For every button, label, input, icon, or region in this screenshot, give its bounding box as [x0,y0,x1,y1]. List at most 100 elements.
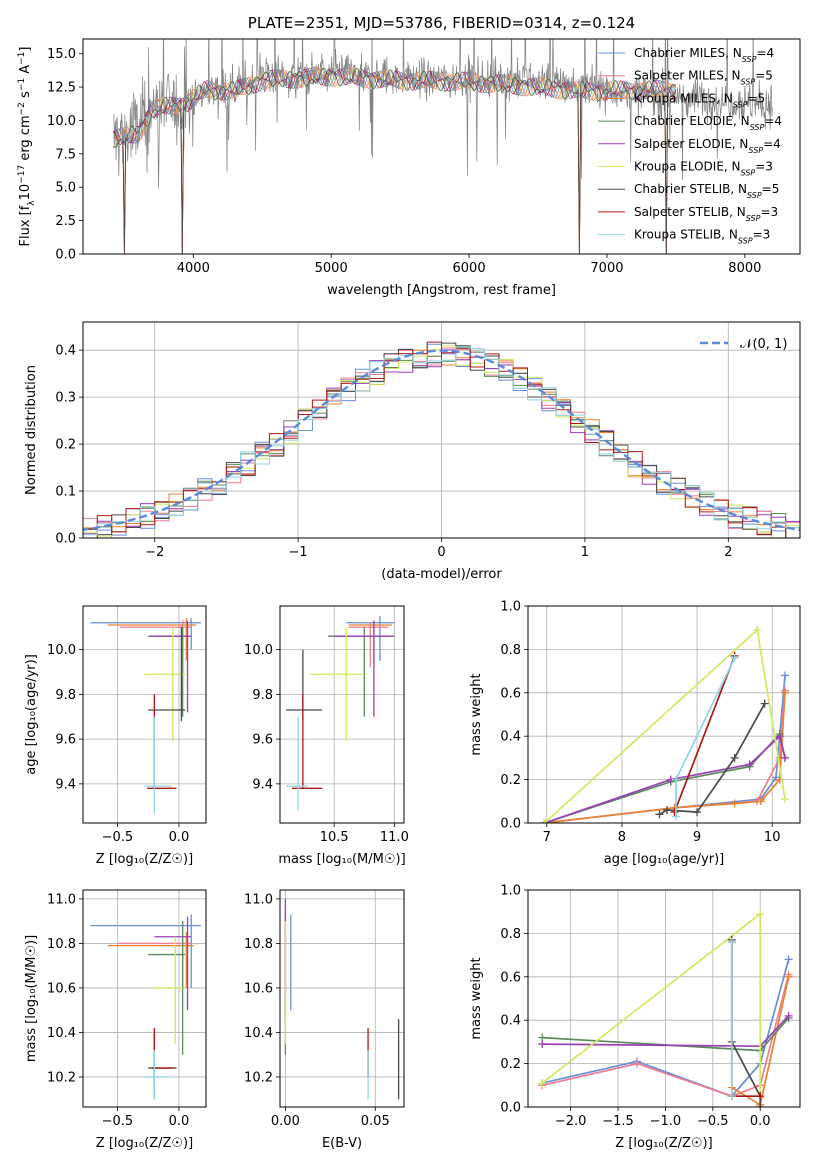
x-tick-label: 1 [581,545,589,560]
errorbar-point [286,649,323,722]
errorbar-point [286,716,308,811]
weight-line-kroupa-miles [544,692,786,823]
weight-z-axes: −2.0 −1.5 −1.0 −0.5 0.0 0.0 0.2 0.4 0.6 0.8 1.0 Z [… [469,884,800,1151]
legend-ssp-value: 4 [773,137,781,151]
y-tick-label: 0.6 [500,970,521,985]
x-axis-label: age [log₁₀(age/yr)] [604,852,725,867]
weight-point-marker [753,625,762,634]
model-spectrum-salpeter-stelib [113,68,677,254]
y-tick-label: 1.0 [500,600,521,615]
y-tick-label: 0.1 [55,485,76,500]
age-mass-axes: 10.5 11.0 9.4 9.6 9.8 10.0 mass [log₁₀(M/M☉)] [244,606,409,867]
weight-point-marker [760,699,769,708]
y-tick-label: 15.0 [47,47,76,62]
weight-point-marker [727,1092,736,1101]
x-tick-label: 0 [437,545,445,560]
weight-line-kroupa-elodie [543,628,786,823]
mass-z-axes: −0.5 0.0 10.2 10.4 10.6 10.8 11.0 Z [log₁₀(Z/Z☉… [24,890,206,1151]
x-tick-label: 5000 [315,261,348,276]
legend-name: Chabrier ELODIE [634,114,733,128]
x-axis-label: Z [log₁₀(Z/Z☉)] [96,1136,193,1151]
legend-entry: Chabrier ELODIE, NSSP=4 [634,114,782,132]
legend-name: Kroupa STELIB [634,228,721,242]
x-tick-label: −1.0 [650,1114,682,1129]
x-tick-label: −0.5 [697,1114,729,1129]
legend-ssp-prefix: , N [716,91,733,105]
errorbar-point [154,916,192,1011]
legend-ssp-sub: SSP [750,123,765,132]
legend-ssp-sub: SSP [748,145,763,154]
weight-line-salpeter-stelib [730,942,761,1098]
legend-name: Salpeter MILES [634,69,724,83]
x-tick-label: 8 [618,830,626,845]
y-axis-label-part: −2 [17,102,27,115]
y-tick-label: 10.2 [47,1070,76,1085]
mass-ebv-axes: 0.00 0.05 10.2 10.4 10.6 10.8 11.0 E(B-V) [244,890,404,1151]
errorbar-point [348,622,389,668]
y-tick-label: 11.0 [244,892,273,907]
y-axis-label-part: A [18,65,33,78]
histogram-plot [83,341,800,538]
y-tick-label: 10.0 [244,643,273,658]
legend-name: Kroupa MILES [634,91,716,105]
weight-point-marker [730,753,739,762]
legend-ssp-eq: = [760,205,770,219]
x-axis-label: wavelength [Angstrom, rest frame] [327,283,556,298]
legend-ssp-eq: = [755,69,765,83]
mass-z-plot [90,914,202,1100]
weight-point-marker [745,760,754,769]
legend-ssp-value: 3 [771,205,779,219]
weight-point-marker [538,1040,547,1049]
legend-ssp-eq: = [747,91,757,105]
weight-point-marker [730,654,739,663]
y-tick-label: 0.2 [500,1057,521,1072]
y-tick-label: 0.4 [55,344,76,359]
x-axis-label: Z [log₁₀(Z/Z☉)] [615,1136,712,1151]
y-tick-label: 9.8 [55,688,76,703]
y-axis-label-part: 10 [18,184,33,201]
x-tick-label: 0.0 [169,1114,190,1129]
legend-ssp-value: 5 [772,182,780,196]
x-tick-label: 9 [693,830,701,845]
legend-ssp-value: 3 [763,228,771,242]
y-tick-label: 0.6 [500,686,521,701]
legend-ssp-sub: SSP [747,191,762,200]
errorbar-point [151,1027,173,1089]
mass-ebv-plot [284,898,400,1100]
x-tick-label: 8000 [728,261,761,276]
y-tick-label: 10.0 [47,114,76,129]
errorbar-point [334,620,395,717]
y-tick-label: 9.4 [252,777,273,792]
x-tick-label: 0.0 [169,830,190,845]
mass-ebv-frame [279,889,405,1108]
y-axis-label-part: ] [18,47,33,52]
weight-point-marker [655,810,664,819]
y-tick-label: 0.3 [55,391,76,406]
spectrum-frame [82,38,801,255]
weight-point-marker [784,955,793,964]
mass-z-frame [82,889,207,1108]
x-tick-label: −2 [145,545,164,560]
weight-point-marker [784,1011,793,1020]
legend-entry: Kroupa STELIB, NSSP=3 [634,228,770,246]
legend-ssp-eq: = [755,160,765,174]
legend-entry: Kroupa MILES, NSSP=5 [634,91,765,109]
x-tick-label: 0.0 [750,1114,771,1129]
weight-line-kroupa-stelib [675,657,736,817]
errorbar-point [310,627,365,742]
errorbar-point [154,936,183,1044]
errorbar-point [144,1050,170,1100]
weight-point-marker [780,671,789,680]
model-spectrum-chabrier-miles [113,67,677,144]
weight-line-salpeter-stelib [673,655,736,813]
weight-point-marker [756,797,765,806]
y-tick-label: 0.0 [500,1101,521,1116]
weight-point-marker [780,688,789,697]
weight-point-marker [632,1059,641,1068]
y-tick-label: 9.6 [55,733,76,748]
x-tick-label: −0.5 [102,1114,134,1129]
y-axis-label: Flux [fλ10−17 erg cm−2 s−1 A−1] [17,47,37,247]
y-axis-label-part: −1 [17,52,27,65]
y-tick-label: 9.4 [55,777,76,792]
